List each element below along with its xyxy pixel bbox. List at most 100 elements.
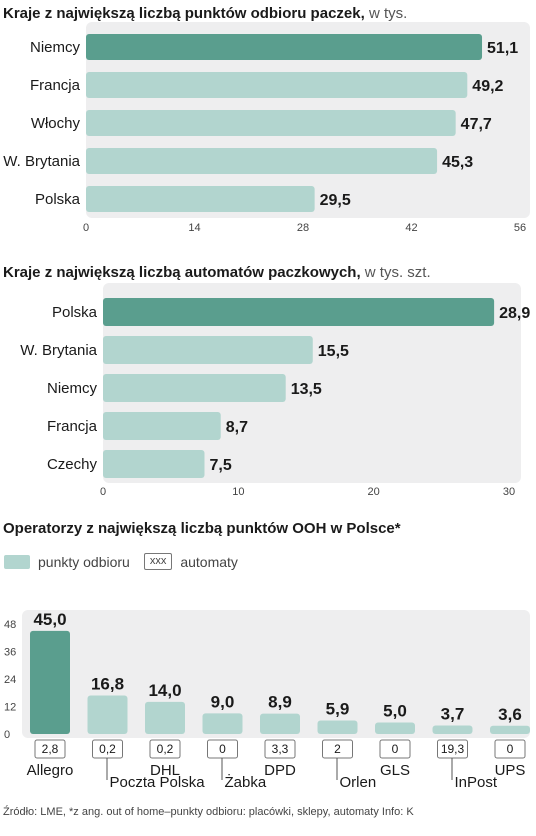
chart1-tick-label: 0	[83, 222, 89, 234]
chart1-category-label: Niemcy	[30, 39, 81, 56]
chart3-tick-label: 24	[4, 674, 16, 686]
chart2-category-label: W. Brytania	[20, 342, 97, 359]
legend-box-automaty: xxx	[143, 553, 173, 570]
chart2-bar	[103, 412, 221, 440]
chart1-unit: w tys.	[368, 5, 408, 22]
chart2-title-text: Kraje z największą liczbą automatów pacz…	[3, 264, 361, 281]
chart2-bar	[103, 336, 313, 364]
chart1-bar	[86, 72, 468, 98]
chart1-title: Kraje z największą liczbą punktów odbior…	[3, 5, 407, 22]
chart3-automaty-label: 0	[392, 742, 399, 756]
chart1-value-label: 47,7	[461, 116, 492, 133]
chart3-bar	[145, 701, 185, 734]
chart2-tick-label: 30	[503, 486, 515, 498]
legend-swatch-punkty	[4, 554, 30, 569]
chart3-category-label: InPost	[455, 774, 498, 791]
chart2-category-label: Francja	[47, 418, 98, 435]
chart3-automaty-label: 19,3	[441, 742, 465, 756]
chart3-title-text: Operatorzy z największą liczbą punktów O…	[3, 520, 401, 537]
chart1-value-label: 29,5	[320, 192, 351, 209]
chart3-category-label: Żabka	[225, 773, 267, 791]
chart1-category-label: Francja	[30, 77, 81, 94]
legend-label-automaty: automaty	[180, 553, 238, 570]
chart3-category-label: DPD	[264, 762, 296, 779]
chart3-bar	[432, 725, 473, 734]
chart3-value-label: 3,6	[498, 705, 522, 724]
chart1-tick-label: 14	[188, 222, 200, 234]
chart3-bar	[202, 713, 243, 734]
chart3-legend: punkty odbioru xxx automaty	[4, 553, 238, 570]
chart2-unit: w tys. szt.	[364, 264, 431, 281]
chart1-bar	[86, 34, 483, 60]
chart3-value-label: 14,0	[148, 681, 181, 700]
chart2-value-label: 8,7	[226, 419, 248, 436]
chart3-bar	[30, 630, 70, 734]
chart1-bar	[86, 186, 315, 212]
chart2-tick-label: 20	[368, 486, 380, 498]
chart3-automaty-box	[149, 739, 181, 759]
chart1-category-label: Włochy	[31, 115, 81, 132]
chart3-tick-label: 36	[4, 647, 16, 659]
chart3-value-label: 16,8	[91, 675, 124, 694]
chart3-value-label: 45,0	[33, 610, 66, 629]
chart3-automaty-label: 0	[219, 742, 226, 756]
chart2-tick-label: 10	[232, 486, 244, 498]
chart3-category-label: Orlen	[340, 774, 377, 791]
chart3-value-label: 3,7	[441, 705, 465, 724]
chart3-bar	[375, 722, 415, 734]
chart1-title-text: Kraje z największą liczbą punktów odbior…	[3, 5, 365, 22]
chart3-automaty-label: 2	[334, 742, 341, 756]
chart2-tick-label: 0	[100, 486, 106, 498]
chart3-category-label: UPS	[495, 762, 526, 779]
legend-label-punkty: punkty odbioru	[38, 553, 130, 570]
chart3-automaty-box	[494, 739, 526, 759]
chart2-bar	[103, 450, 205, 478]
chart3-tick-label: 12	[4, 702, 16, 714]
chart1-tick-label: 28	[297, 222, 309, 234]
chart3-category-label: Poczta Polska	[110, 774, 206, 791]
chart2-category-label: Czechy	[47, 456, 98, 473]
chart3-bar	[317, 720, 358, 734]
chart1-bar	[86, 148, 438, 174]
chart3-automaty-box	[264, 739, 296, 759]
chart3-value-label: 9,0	[211, 692, 235, 711]
chart2-category-label: Polska	[52, 304, 98, 321]
chart2-value-label: 13,5	[291, 381, 322, 398]
chart2-value-label: 15,5	[318, 343, 349, 360]
chart2-bar	[103, 298, 495, 326]
chart1-tick-label: 42	[405, 222, 417, 234]
chart1-bar	[86, 110, 456, 136]
chart1-category-label: W. Brytania	[3, 153, 80, 170]
chart1-svg: Niemcy 51,1 Francja 49,2 Włochy 47,7 W. Brytan…	[3, 22, 530, 234]
chart3-bar	[490, 725, 530, 734]
chart3-value-label: 5,0	[383, 702, 407, 721]
chart2-title: Kraje z największą liczbą automatów pacz…	[3, 264, 431, 281]
source-note: Źródło: LME, *z ang. out of home–punkty …	[3, 806, 414, 818]
chart1-category-label: Polska	[35, 191, 81, 208]
chart2-category-label: Niemcy	[47, 380, 98, 397]
chart3-tick-label: 48	[4, 619, 16, 631]
chart1-tick-label: 56	[514, 222, 526, 234]
chart3-category-label: DHL	[150, 762, 180, 779]
chart3-svg: 0 12 24 36 48 45,0 2,8 Allegro 16,8 0,2 Poczta Pol…	[4, 610, 530, 791]
chart3-title: Operatorzy z największą liczbą punktów O…	[3, 520, 401, 537]
chart3-automaty-box	[379, 739, 411, 759]
chart1-value-label: 51,1	[487, 40, 518, 57]
chart2-value-label: 7,5	[210, 457, 232, 474]
chart1-value-label: 45,3	[442, 154, 473, 171]
chart3-automaty-label: 0,2	[157, 742, 174, 756]
chart3-automaty-label: 2,8	[42, 742, 59, 756]
chart3-automaty-box	[34, 739, 66, 759]
chart3-automaty-label: 0	[507, 742, 514, 756]
chart2-bar	[103, 374, 286, 402]
chart3-value-label: 5,9	[326, 699, 350, 718]
chart2-value-label: 28,9	[499, 305, 530, 322]
chart3-category-label: GLS	[380, 762, 410, 779]
chart3-tick-label: 0	[4, 729, 10, 741]
chart2-svg: Polska 28,9 W. Brytania 15,5 Niemcy 13,5 Franc…	[20, 283, 530, 498]
chart3-automaty-label: 3,3	[272, 742, 289, 756]
chart3-category-label: Allegro	[27, 762, 74, 779]
chart3-value-label: 8,9	[268, 693, 292, 712]
chart3-bar	[87, 695, 128, 734]
chart1-value-label: 49,2	[472, 78, 503, 95]
